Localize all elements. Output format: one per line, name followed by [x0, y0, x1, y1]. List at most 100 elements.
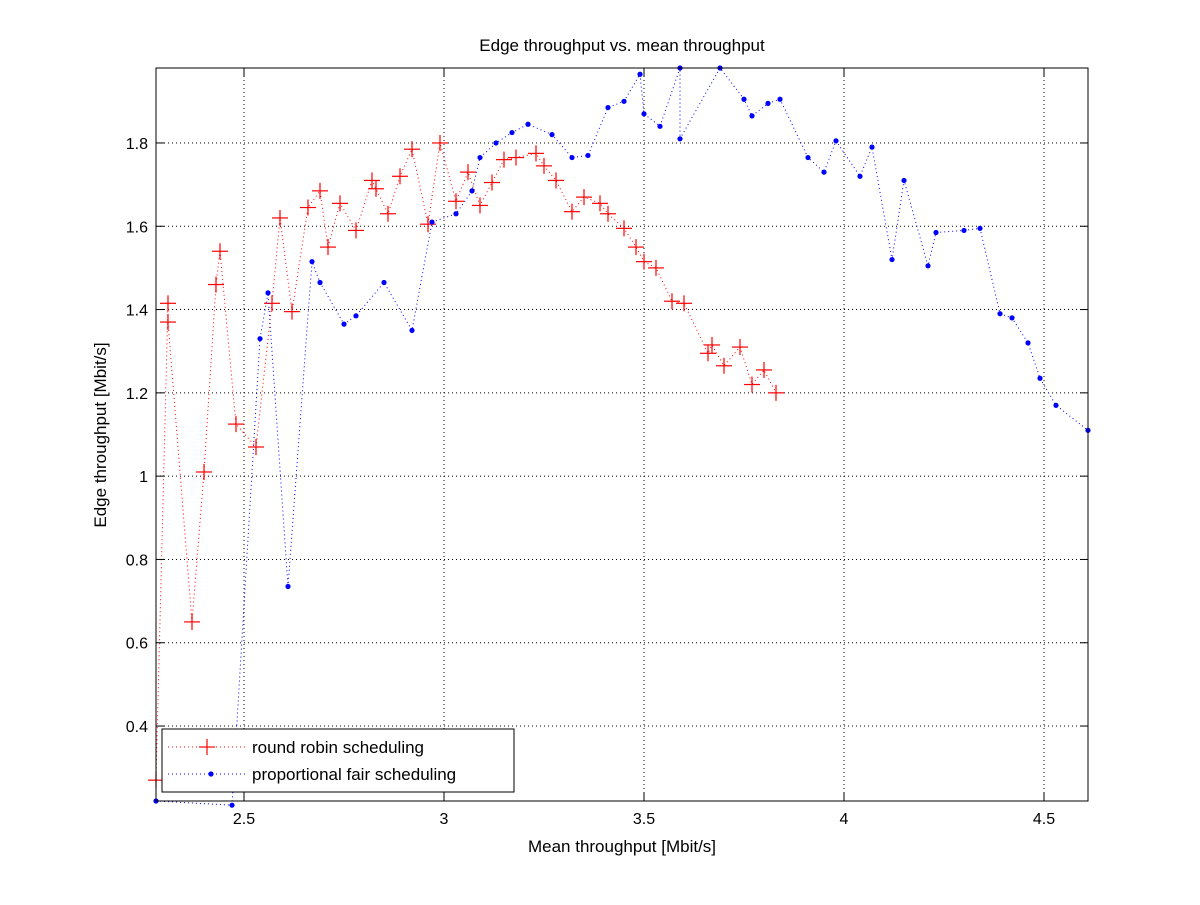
data-point — [229, 802, 235, 808]
data-point — [569, 154, 575, 161]
legend-label-proportional-fair: proportional fair scheduling — [252, 765, 456, 784]
data-point — [648, 259, 664, 276]
y-tick-label: 1 — [139, 469, 148, 486]
series-layer — [148, 65, 1091, 808]
data-point — [1025, 340, 1031, 346]
data-point — [160, 314, 176, 331]
data-point — [821, 169, 827, 175]
data-point — [621, 98, 627, 104]
data-point — [381, 279, 387, 286]
y-tick-label: 0.6 — [126, 636, 148, 653]
data-point — [353, 313, 359, 319]
data-point — [432, 134, 448, 151]
data-point — [429, 219, 435, 225]
x-tick-label: 2.5 — [233, 811, 255, 828]
data-point — [348, 222, 364, 239]
data-point — [212, 243, 228, 260]
data-point — [961, 227, 967, 234]
plot-area-background — [156, 68, 1088, 801]
data-point — [248, 438, 264, 455]
data-point — [585, 152, 591, 159]
data-point — [469, 188, 475, 194]
x-axis: 2.5 3 3.5 4 4.5 — [233, 68, 1055, 828]
data-point — [889, 256, 895, 263]
data-point — [264, 295, 280, 312]
data-point — [749, 113, 755, 119]
data-point — [549, 132, 555, 138]
data-point — [636, 253, 652, 270]
data-point — [768, 384, 784, 401]
series-proportional-fair — [153, 65, 1091, 808]
data-point — [508, 149, 524, 166]
data-point — [509, 129, 515, 136]
data-point — [364, 172, 380, 189]
data-point — [536, 157, 552, 174]
y-tick-label: 0.4 — [126, 719, 148, 736]
data-point — [409, 327, 415, 333]
y-axis: 0.4 0.6 0.8 1 1.2 1.4 1.6 1.8 — [126, 136, 1088, 736]
data-point — [448, 193, 464, 210]
data-point — [1053, 402, 1059, 408]
data-point — [833, 138, 839, 144]
data-point — [380, 205, 396, 222]
data-point — [857, 173, 863, 179]
data-point — [677, 136, 683, 142]
data-point — [777, 96, 783, 102]
data-point — [160, 295, 176, 312]
data-point — [657, 123, 663, 129]
data-point — [977, 225, 983, 231]
data-point — [901, 177, 907, 184]
data-point — [484, 174, 500, 191]
data-point — [628, 239, 644, 256]
grid — [156, 68, 1088, 801]
data-point — [605, 104, 611, 111]
data-point — [317, 279, 323, 286]
y-tick-label: 0.8 — [126, 552, 148, 569]
data-point — [300, 199, 316, 216]
data-point — [265, 290, 271, 296]
data-point — [1037, 375, 1043, 381]
data-point — [592, 195, 608, 212]
data-point — [641, 111, 647, 117]
chart-title: Edge throughput vs. mean throughput — [479, 36, 765, 55]
data-point — [805, 154, 811, 161]
series-line — [155, 142, 777, 781]
data-point — [472, 197, 488, 214]
data-point — [1009, 315, 1015, 321]
data-point — [704, 336, 720, 353]
legend-box — [161, 728, 515, 793]
data-point — [332, 195, 348, 212]
y-tick-label: 1.2 — [126, 386, 148, 403]
legend: round robin scheduling proportional fair… — [161, 728, 515, 793]
data-point — [869, 144, 875, 150]
data-point — [765, 100, 771, 107]
data-point — [925, 263, 931, 269]
y-tick-label: 1.8 — [126, 136, 148, 153]
data-point — [700, 345, 716, 362]
data-point — [997, 311, 1003, 317]
data-point — [341, 321, 347, 327]
data-point — [453, 211, 459, 217]
data-point — [208, 276, 224, 293]
data-point — [460, 164, 476, 181]
data-point — [404, 141, 420, 158]
data-point — [392, 168, 408, 185]
data-point — [309, 259, 315, 265]
data-point — [284, 303, 300, 320]
data-point — [933, 229, 939, 236]
legend-label-round-robin: round robin scheduling — [252, 738, 424, 757]
x-tick-label: 3.5 — [633, 811, 655, 828]
series-round-robin — [148, 134, 784, 789]
data-point — [184, 613, 200, 630]
data-point — [368, 180, 384, 197]
data-point — [272, 209, 288, 226]
data-point — [320, 239, 336, 256]
y-tick-label: 1.4 — [126, 303, 148, 320]
data-point — [756, 361, 772, 378]
x-tick-label: 3 — [440, 811, 449, 828]
y-tick-label: 1.6 — [126, 219, 148, 236]
data-point — [493, 140, 499, 146]
data-point — [312, 182, 328, 199]
data-point — [741, 96, 747, 102]
